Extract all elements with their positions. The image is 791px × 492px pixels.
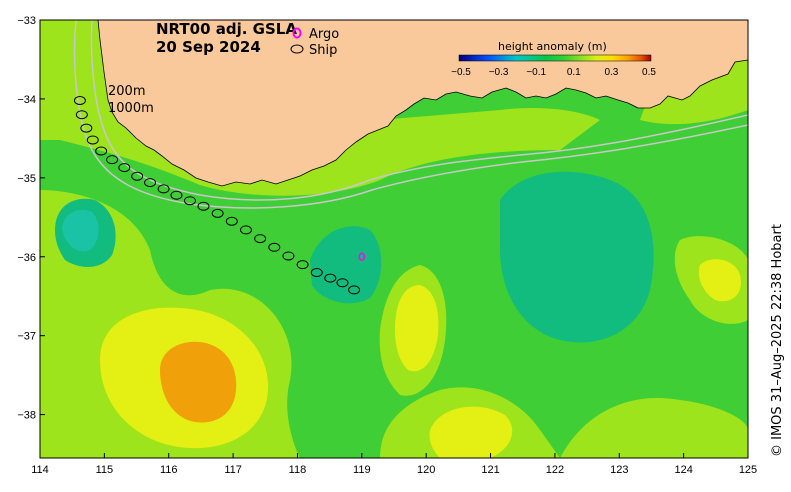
ship-position-marker xyxy=(310,268,323,278)
ship-position-marker xyxy=(157,184,170,194)
ship-position-marker xyxy=(75,110,88,120)
ship-position-marker xyxy=(106,155,119,165)
ship-position-marker xyxy=(95,146,108,156)
isobath-200m xyxy=(90,20,748,201)
y-tick-label: −38 xyxy=(17,410,36,422)
ship-position-marker xyxy=(170,190,183,200)
argo-legend-label: Argo xyxy=(309,27,339,42)
orange-eddy-core xyxy=(160,341,237,423)
australia-land xyxy=(97,20,748,187)
ship-position-marker xyxy=(211,208,224,218)
ship-position-marker xyxy=(296,260,309,270)
ship-position-marker xyxy=(86,135,99,145)
credit-text: © IMOS 31–Aug–2025 22:38 Hobart xyxy=(770,224,785,457)
ship-position-marker xyxy=(144,178,157,188)
x-tick-label: 119 xyxy=(353,464,371,476)
yellow-east xyxy=(698,259,741,302)
yellow-mid xyxy=(395,285,439,372)
map-title-line1: NRT00 adj. GSLA xyxy=(156,20,297,38)
colorbar-tick-label: 0.5 xyxy=(642,67,656,78)
ship-legend-label: Ship xyxy=(309,43,337,58)
x-tick-label: 117 xyxy=(224,464,242,476)
ship-position-marker xyxy=(225,216,238,226)
teal-center-low xyxy=(310,226,382,304)
ship-position-marker xyxy=(131,171,144,181)
colorbar-ticks: −0.5 −0.3 −0.1 0.1 0.3 0.5 xyxy=(451,67,656,78)
isobath-1000m xyxy=(73,20,748,209)
colorbar: height anomaly (m) −0.5 −0.3 −0.1 0.1 0.3 0.5 xyxy=(451,40,656,78)
yellow-south xyxy=(429,406,513,458)
x-tick-label: 118 xyxy=(289,464,307,476)
light-green-se xyxy=(560,398,748,458)
cyan-core-west xyxy=(62,209,99,252)
y-tick-label: −36 xyxy=(17,252,36,264)
ship-position-marker xyxy=(348,285,361,295)
marker-legend: Argo Ship xyxy=(290,27,339,58)
ship-marker-icon xyxy=(290,44,304,54)
plot-frame xyxy=(39,19,749,459)
isobath-200m-label: 200m xyxy=(108,84,145,99)
ship-position-marker xyxy=(197,201,210,211)
colorbar-tick-label: −0.1 xyxy=(526,67,546,78)
x-axis: 114 115 116 117 118 119 120 121 122 123 124 125 xyxy=(31,453,757,476)
isobath-1000m-label: 1000m xyxy=(108,101,154,116)
teal-east-low xyxy=(500,171,654,343)
x-tick-label: 122 xyxy=(546,464,564,476)
ship-position-marker xyxy=(254,234,267,244)
ship-position-marker xyxy=(282,251,295,261)
x-tick-label: 121 xyxy=(481,464,499,476)
ship-position-marker xyxy=(268,242,281,252)
x-tick-label: 114 xyxy=(31,464,49,476)
colorbar-scale xyxy=(458,54,652,62)
x-tick-label: 116 xyxy=(160,464,178,476)
isobath-lines xyxy=(73,20,748,209)
ship-position-marker xyxy=(118,163,131,173)
y-axis: −33 −34 −35 −36 −37 −38 xyxy=(17,15,45,422)
ship-position-marker xyxy=(324,273,337,283)
y-tick-label: −34 xyxy=(17,94,36,106)
y-tick-label: −37 xyxy=(17,331,36,343)
ship-track xyxy=(73,95,361,295)
ship-position-marker xyxy=(183,196,196,206)
colorbar-title: height anomaly (m) xyxy=(498,40,607,53)
x-tick-label: 124 xyxy=(674,464,692,476)
map-title-line2: 20 Sep 2024 xyxy=(156,38,261,56)
x-tick-label: 125 xyxy=(739,464,757,476)
argo-floats xyxy=(358,252,366,262)
x-tick-label: 123 xyxy=(610,464,628,476)
anomaly-field xyxy=(40,20,748,458)
ship-position-marker xyxy=(73,95,86,105)
x-tick-label: 120 xyxy=(417,464,435,476)
argo-marker-icon xyxy=(292,27,302,39)
y-tick-label: −33 xyxy=(17,15,36,27)
ship-position-marker xyxy=(239,225,252,235)
colorbar-tick-label: −0.3 xyxy=(489,67,509,78)
colorbar-tick-label: 0.3 xyxy=(604,67,618,78)
colorbar-tick-label: 0.1 xyxy=(567,67,581,78)
x-tick-label: 115 xyxy=(96,464,114,476)
colorbar-tick-label: −0.5 xyxy=(451,67,471,78)
ship-position-marker xyxy=(80,123,93,133)
argo-float-marker xyxy=(358,252,366,262)
ship-position-marker xyxy=(336,278,349,288)
y-tick-label: −35 xyxy=(17,173,36,185)
